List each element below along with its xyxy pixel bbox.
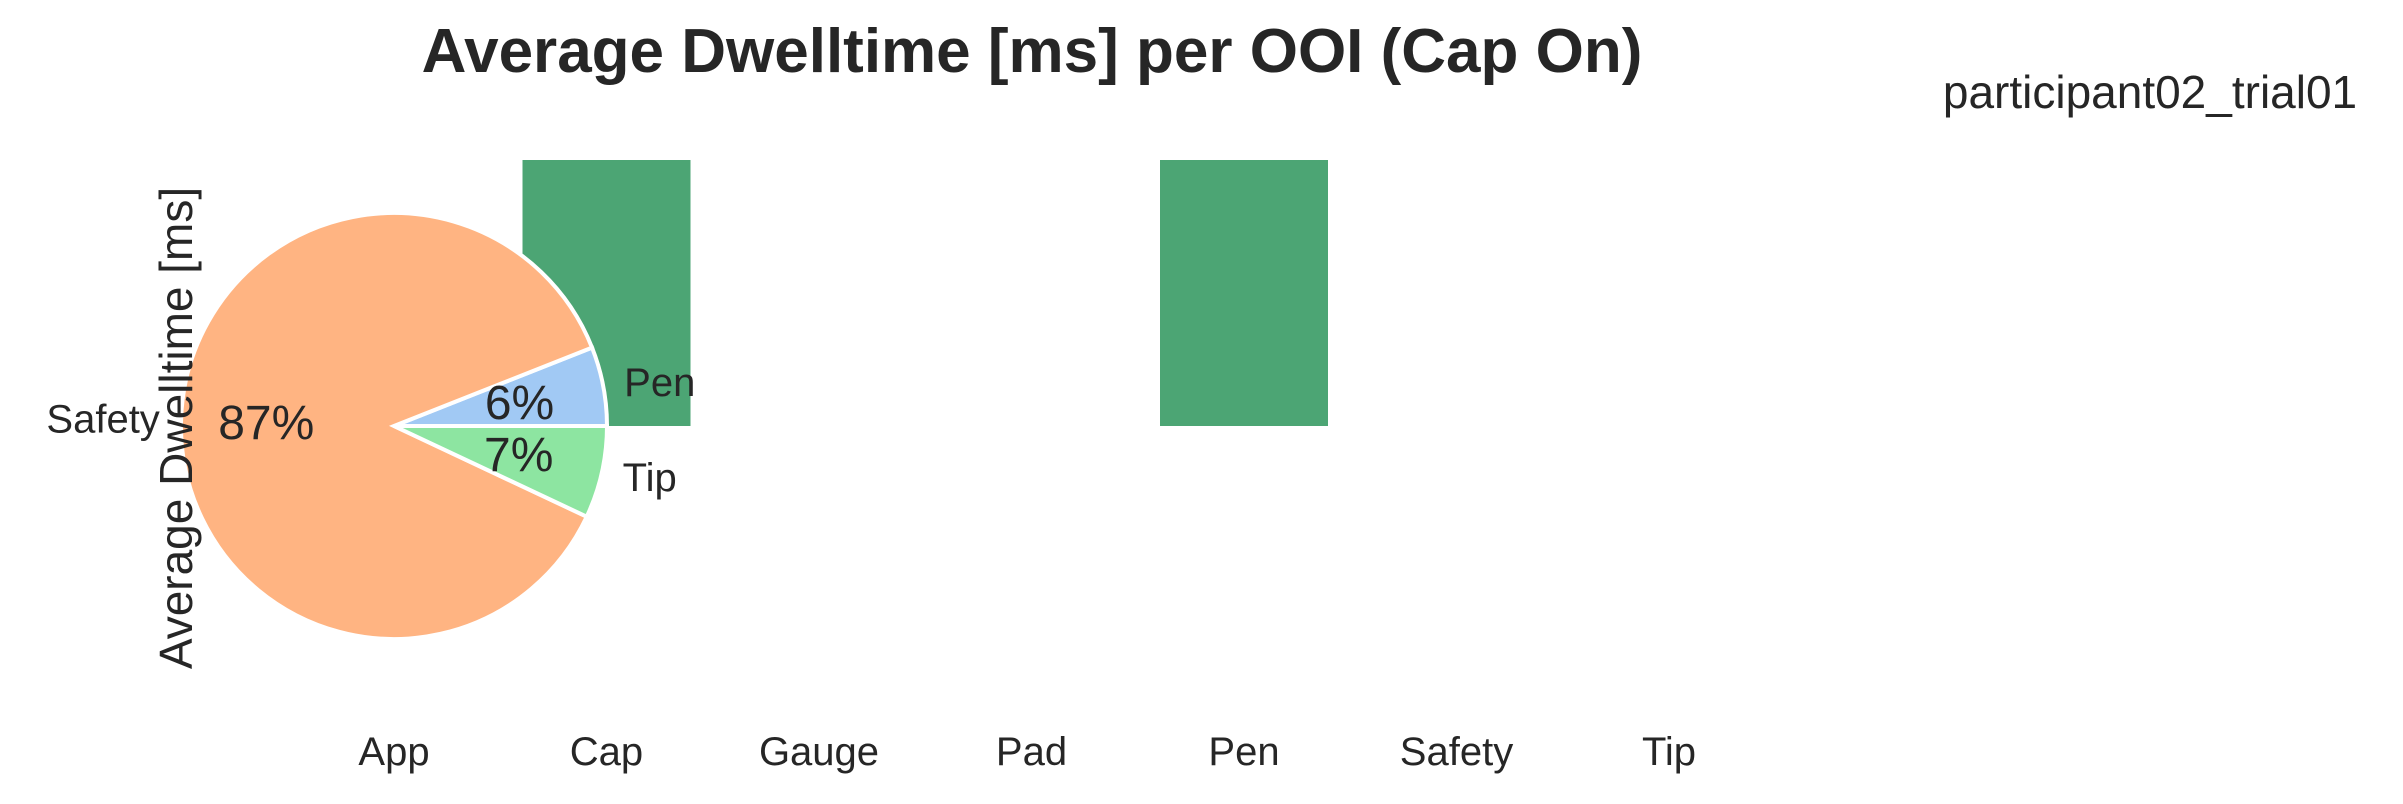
x-tick-label-pen: Pen [1208, 730, 1279, 774]
bar-pen [1160, 160, 1328, 426]
pie-pct-tip: 7% [484, 429, 553, 482]
chart-labels: Average Dwelltime [ms] per OOI (Cap On) … [150, 17, 2357, 669]
x-tick-label-gauge: Gauge [759, 730, 879, 774]
pie-title: participant02_trial01 [1943, 66, 2357, 118]
pie-pct-safety: 87% [218, 397, 314, 450]
y-axis-label: Average Dwelltime [ms] [150, 187, 202, 669]
bar-chart: App Cap Gauge Pad Pen Safety Tip [358, 160, 1696, 774]
pie-label-pen: Pen [624, 361, 695, 405]
pie-text-labels: Pen 6% Safety 87% Tip 7% [46, 361, 695, 500]
x-tick-label-pad: Pad [996, 730, 1067, 774]
x-tick-label-cap: Cap [570, 730, 643, 774]
chart-title: Average Dwelltime [ms] per OOI (Cap On) [422, 17, 1643, 86]
x-tick-label-safety: Safety [1400, 730, 1513, 774]
pie-label-safety: Safety [46, 398, 159, 442]
x-tick-label-tip: Tip [1642, 730, 1696, 774]
pie-slice-tip [393, 424, 610, 520]
x-tick-label-app: App [358, 730, 429, 774]
pie-label-tip: Tip [623, 456, 677, 500]
pie-pct-pen: 6% [485, 377, 554, 430]
pie-chart [179, 211, 610, 641]
pie-slice-safety [179, 211, 595, 641]
